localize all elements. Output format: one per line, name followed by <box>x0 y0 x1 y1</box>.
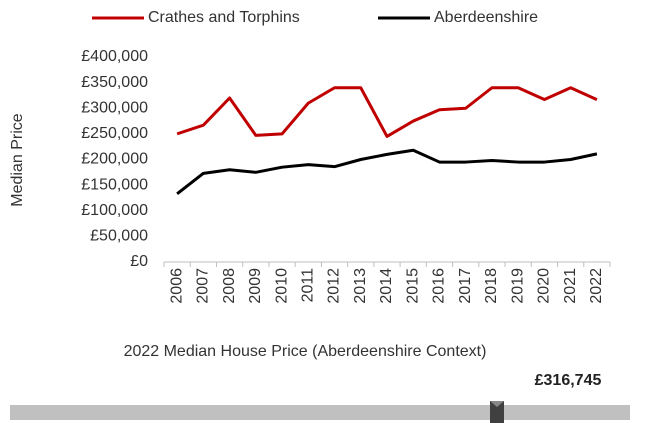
context-bar <box>10 405 630 420</box>
x-tick-label: 2007 <box>195 268 212 304</box>
x-tick-label: 2010 <box>273 268 290 304</box>
y-tick-label: £0 <box>130 253 148 270</box>
data-line <box>176 148 598 196</box>
indicator-marker <box>490 401 504 423</box>
x-tick-label: 2013 <box>352 268 369 304</box>
x-tick-label: 2015 <box>404 268 421 304</box>
x-tick-label: 2012 <box>326 268 343 304</box>
y-tick-label: £400,000 <box>81 48 148 65</box>
y-tick-label: £200,000 <box>81 151 148 168</box>
y-axis-label: Median Price <box>9 113 26 206</box>
x-tick-label: 2021 <box>562 268 579 304</box>
y-tick-label: £300,000 <box>81 99 148 116</box>
x-tick-label: 2017 <box>457 268 474 304</box>
x-tick-label: 2016 <box>431 268 448 304</box>
y-tick-label: £50,000 <box>90 228 148 245</box>
y-tick-label: £150,000 <box>81 176 148 193</box>
indicator-value-label: £316,745 <box>535 372 602 389</box>
x-tick-label: 2018 <box>483 268 500 304</box>
x-tick-label: 2008 <box>221 268 238 304</box>
x-tick-label: 2020 <box>536 268 553 304</box>
y-tick-label: £100,000 <box>81 202 148 219</box>
x-tick-label: 2006 <box>168 268 185 304</box>
y-tick-label: £250,000 <box>81 125 148 142</box>
context-title: 2022 Median House Price (Aberdeenshire C… <box>124 343 487 360</box>
data-line <box>176 86 598 138</box>
legend-label: Aberdeenshire <box>434 9 538 26</box>
x-tick-label: 2011 <box>300 268 317 303</box>
indicator-notch <box>490 401 504 407</box>
x-tick-label: 2019 <box>509 268 526 304</box>
x-tick-label: 2009 <box>247 268 264 304</box>
legend-label: Crathes and Torphins <box>148 9 300 26</box>
x-tick-label: 2014 <box>378 268 395 304</box>
y-tick-label: £350,000 <box>81 74 148 91</box>
x-tick-label: 2022 <box>588 268 605 304</box>
